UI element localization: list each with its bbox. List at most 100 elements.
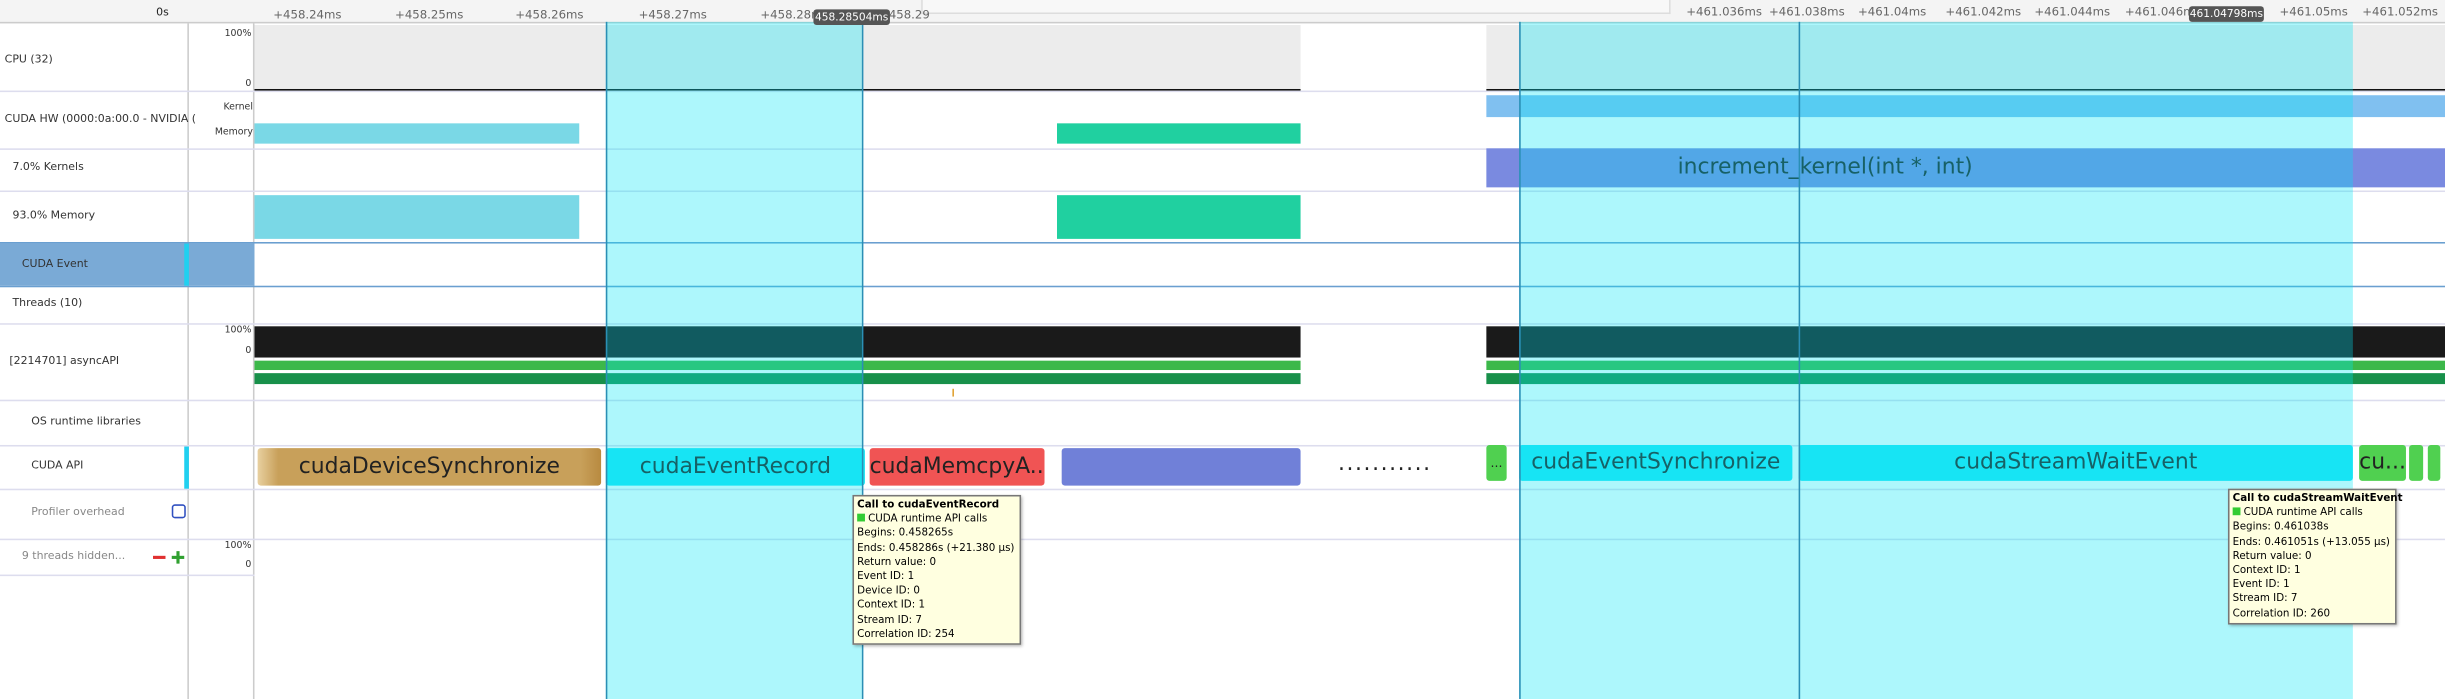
marker [184, 446, 189, 489]
tooltip-title: Call to cudaStreamWaitEvent [2232, 491, 2403, 505]
tooltip-text: CUDA runtime API calls [868, 512, 988, 525]
tooltip-line: CUDA runtime API calls [2232, 506, 2392, 520]
cursor-line [1798, 21, 1801, 699]
row-label[interactable]: CPU (32) [4, 53, 53, 66]
row-label[interactable]: CUDA API [31, 459, 84, 472]
cursor-label: 458.28504ms [813, 9, 890, 25]
row-highlight [0, 243, 255, 286]
cursor-line [605, 21, 608, 699]
cpu-track [1486, 24, 2445, 91]
scale-label: 0 [245, 558, 252, 570]
sample-tick [952, 388, 954, 397]
row-label[interactable]: Profiler overhead [31, 505, 125, 519]
tooltip-line: Begins: 0.461038s [2232, 520, 2329, 534]
kernel-bar[interactable]: increment_kernel(int *, int) [1486, 148, 2445, 188]
thread-utilization [1486, 326, 2445, 358]
scale-label: 100% [224, 540, 252, 552]
ruler-tick: +458.26ms [515, 7, 584, 22]
memory-op[interactable] [1057, 195, 1301, 239]
ruler-tick: +461.038ms [1768, 4, 1845, 19]
scale-label: 100% [224, 324, 252, 336]
tooltip-line: Return value: 0 [2232, 549, 2312, 562]
ruler-tick: +458.29 [879, 7, 930, 22]
tooltip: Call to cudaStreamWaitEvent CUDA runtime… [2227, 488, 2403, 625]
row-label[interactable]: 7.0% Kernels [12, 160, 84, 174]
tooltip-text: CUDA runtime API calls [2243, 506, 2363, 519]
row-label[interactable]: CUDA HW (0000:0a:00.0 - NVIDIA ( [4, 112, 197, 125]
api-call[interactable] [1061, 448, 1301, 486]
row-label[interactable]: Threads (10) [12, 296, 83, 310]
ruler-tick: +461.044ms [2034, 4, 2111, 19]
memory-activity[interactable] [254, 123, 580, 144]
row-border [0, 285, 2445, 288]
thread-state [1486, 373, 2445, 385]
row-label[interactable]: 93.0% Memory [12, 209, 96, 222]
time-origin[interactable]: 0s [156, 6, 169, 19]
row-label[interactable]: OS runtime libraries [31, 415, 141, 428]
tooltip-line: Device ID: 0 [857, 584, 920, 597]
api-call[interactable]: cudaDeviceSynchronize [257, 448, 602, 486]
ruler-tick: +458.28ms [760, 7, 829, 22]
api-call[interactable]: cudaMemcpyA... [869, 448, 1045, 486]
row-border [0, 148, 2445, 150]
api-call[interactable] [2427, 444, 2441, 481]
memory-op[interactable] [254, 195, 580, 239]
row-border [0, 444, 2445, 447]
row-label[interactable]: [2214701] asyncAPI [9, 354, 120, 367]
ruler-tick: +458.27ms [638, 7, 707, 22]
cpu-track [254, 24, 1301, 91]
ruler-tick: +461.042ms [1945, 4, 2022, 19]
api-call[interactable]: cudaStreamWaitEvent [1798, 444, 2353, 481]
memory-activity[interactable] [1057, 123, 1301, 144]
tooltip: Call to cudaEventRecord CUDA runtime API… [852, 494, 1022, 645]
ruler-tick: +461.04ms [1857, 4, 1927, 19]
row-border [0, 488, 2445, 491]
selection[interactable] [1519, 21, 2353, 699]
separator: ........... [1338, 451, 1432, 477]
row-border [0, 538, 2445, 541]
cursor-line [1519, 21, 1521, 699]
ruler-tick: +458.25ms [395, 7, 464, 22]
cursor-line [861, 21, 864, 699]
row-border [0, 190, 2445, 193]
api-call[interactable]: ... [1486, 444, 1507, 481]
tooltip-line: Correlation ID: 260 [2232, 606, 2331, 620]
remove-button[interactable] [153, 555, 166, 559]
row-label[interactable]: 9 threads hidden... [21, 549, 126, 563]
tooltip-line: Event ID: 1 [2232, 578, 2290, 591]
thread-utilization [254, 326, 1301, 358]
add-button[interactable] [176, 550, 180, 563]
scale-label: Kernel [223, 101, 253, 113]
row-border [0, 399, 2445, 402]
kernel-activity[interactable] [1486, 95, 2445, 118]
row-border [0, 242, 2445, 244]
legend-swatch [2232, 507, 2241, 516]
ruler-tick: +461.05ms [2279, 4, 2348, 19]
tooltip-line: Context ID: 1 [857, 598, 926, 612]
api-call[interactable]: cudaEventSynchronize [1519, 444, 1793, 481]
scale-label: 100% [224, 28, 252, 40]
api-call[interactable]: cu... [2359, 444, 2406, 481]
thread-state [254, 360, 1301, 371]
ruler-tick: +458.24ms [273, 7, 342, 22]
api-call[interactable]: cudaEventRecord [605, 448, 865, 486]
tooltip-line: Ends: 0.458286s (+21.380 μs) [857, 541, 1015, 554]
toolbar[interactable] [921, 0, 1671, 15]
row-label[interactable]: CUDA Event [21, 257, 88, 271]
tooltip-line: Event ID: 1 [857, 569, 915, 583]
legend-swatch [857, 513, 865, 522]
tooltip-line: Context ID: 1 [2232, 563, 2301, 577]
tooltip-line: Stream ID: 7 [857, 613, 922, 626]
tooltip-line: CUDA runtime API calls [857, 512, 1016, 526]
divider [187, 0, 189, 699]
selection[interactable] [605, 21, 862, 699]
api-call[interactable] [2409, 444, 2424, 481]
row-border [0, 90, 2445, 93]
row-border [0, 323, 2445, 325]
profiler-icon[interactable] [171, 504, 186, 519]
tooltip-line: Stream ID: 7 [2232, 592, 2298, 605]
marker [184, 243, 189, 286]
tooltip-title: Call to cudaEventRecord [857, 498, 1000, 511]
